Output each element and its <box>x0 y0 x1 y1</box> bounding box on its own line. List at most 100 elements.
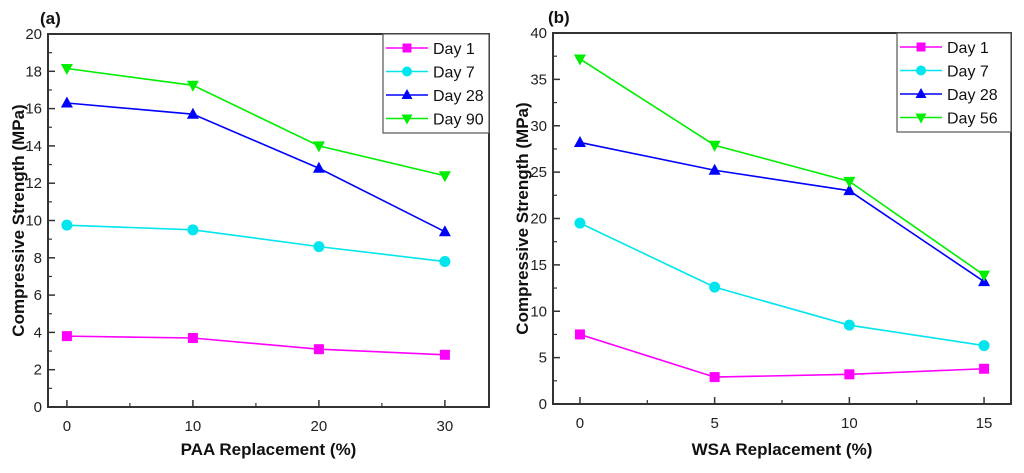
legend: Day 1 Day 7 Day 28 Day 56 <box>896 32 1012 133</box>
data-point <box>438 225 451 237</box>
data-point <box>573 54 586 66</box>
y-tick-label: 2 <box>34 362 42 379</box>
x-tick-label: 10 <box>185 418 202 435</box>
legend-item: Day 7 <box>386 65 475 82</box>
data-point <box>843 176 856 188</box>
series-line <box>66 224 445 263</box>
series-day-28 <box>60 96 451 237</box>
y-tick-label: 5 <box>539 350 547 367</box>
y-tick-label: 20 <box>530 211 547 228</box>
legend-box <box>382 33 490 134</box>
legend-item: Day 7 <box>900 64 989 81</box>
y-tick-label: 0 <box>539 396 547 413</box>
data-point <box>187 224 199 236</box>
legend-label: Day 56 <box>947 111 998 128</box>
data-point <box>573 135 586 147</box>
data-point <box>187 332 198 343</box>
data-point <box>574 329 585 340</box>
series-day-7 <box>61 219 451 268</box>
data-point <box>978 270 991 282</box>
data-point <box>843 319 855 331</box>
x-tick-label: 5 <box>710 415 718 432</box>
series-line <box>579 58 985 276</box>
legend-marker <box>401 89 413 99</box>
data-point <box>709 281 721 293</box>
legend-marker <box>402 43 412 53</box>
y-tick-label: 6 <box>34 287 42 304</box>
legend-label: Day 7 <box>433 65 475 82</box>
x-tick-label: 15 <box>976 415 993 432</box>
legend: Day 1 Day 7 Day 28 Day 90 <box>382 33 490 134</box>
data-point <box>61 331 72 342</box>
legend-marker <box>916 42 926 52</box>
data-point <box>844 369 855 380</box>
data-point <box>439 349 450 360</box>
x-axis-title: PAA Replacement (%) <box>181 440 357 459</box>
series-line <box>579 222 985 347</box>
legend-marker <box>402 66 412 77</box>
y-tick-label: 4 <box>34 324 42 341</box>
y-tick-label: 18 <box>25 63 42 80</box>
legend-item: Day 1 <box>900 40 989 57</box>
chart-panel-a: 0 2 4 6 8 10 12 14 16 18 20 0 10 20 30 Compressive Stre… <box>9 9 490 459</box>
data-point <box>978 340 990 352</box>
data-point <box>709 372 720 383</box>
data-point <box>438 171 451 183</box>
series-day-28 <box>573 135 991 287</box>
legend-item: Day 56 <box>900 111 998 128</box>
series-day-90 <box>60 64 451 183</box>
series-day-7 <box>574 217 990 352</box>
y-tick-label: 20 <box>25 26 42 43</box>
legend-marker <box>401 114 413 125</box>
data-point <box>843 184 856 196</box>
panel-label: (b) <box>548 8 570 27</box>
x-tick-label: 20 <box>311 418 328 435</box>
y-tick-label: 10 <box>530 303 547 320</box>
series-line <box>579 333 985 378</box>
y-tick-label: 35 <box>530 71 547 88</box>
legend-item: Day 28 <box>900 87 998 104</box>
y-tick-label: 10 <box>25 213 42 230</box>
legend-label: Day 28 <box>433 88 484 105</box>
series-day-1 <box>574 329 990 383</box>
data-point <box>60 64 73 76</box>
data-point <box>60 96 73 108</box>
panel-label: (a) <box>40 9 61 28</box>
data-point <box>979 363 990 374</box>
legend-item: Day 90 <box>386 112 484 129</box>
y-tick-label: 8 <box>34 250 42 267</box>
data-point <box>312 141 325 153</box>
x-tick-label: 0 <box>63 418 71 435</box>
data-point <box>313 241 325 253</box>
y-tick-label: 12 <box>25 175 42 192</box>
series-line <box>66 102 446 233</box>
y-tick-label: 14 <box>25 138 42 155</box>
legend-marker <box>915 88 927 98</box>
data-point <box>439 256 451 268</box>
x-tick-label: 30 <box>437 418 454 435</box>
legend-label: Day 28 <box>947 87 998 104</box>
y-tick-label: 25 <box>530 164 547 181</box>
y-tick-label: 40 <box>530 25 547 42</box>
legend-item: Day 1 <box>386 41 475 58</box>
x-axis-title: WSA Replacement (%) <box>692 440 873 459</box>
data-point <box>574 217 586 229</box>
series-day-56 <box>573 54 991 282</box>
legend-marker <box>915 113 927 124</box>
data-point <box>313 344 324 355</box>
legend-label: Day 7 <box>947 64 989 81</box>
x-tick-label: 10 <box>841 415 858 432</box>
series-line <box>66 67 446 177</box>
data-point <box>186 80 199 92</box>
series-line <box>579 141 985 283</box>
data-point <box>312 161 325 173</box>
x-tick-label: 0 <box>576 415 584 432</box>
legend-item: Day 28 <box>386 88 484 105</box>
data-point <box>61 219 73 231</box>
legend-box <box>896 32 1012 133</box>
y-axis-title: Compressive Strength (MPa) <box>9 104 28 336</box>
legend-marker <box>916 65 926 76</box>
legend-label: Day 1 <box>947 40 989 57</box>
y-tick-label: 16 <box>25 101 42 118</box>
